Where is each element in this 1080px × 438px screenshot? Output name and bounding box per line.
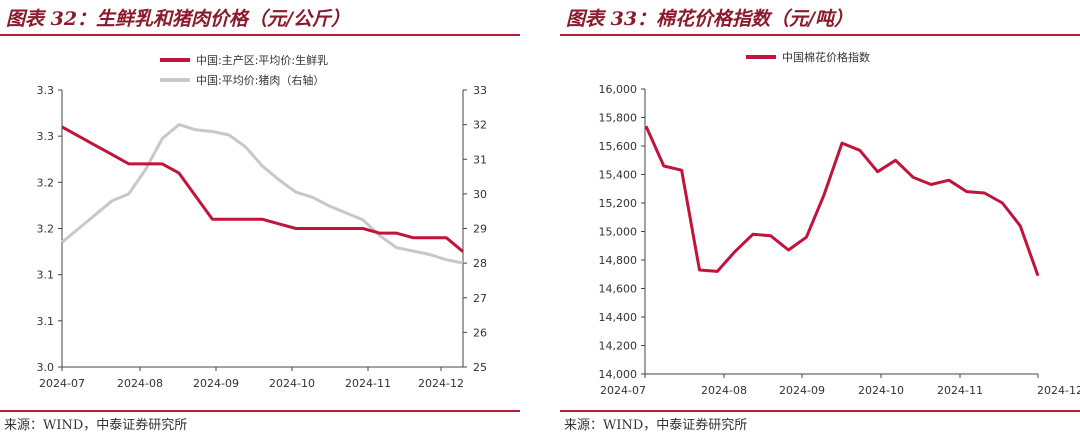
x-tick-label: 2024-12 [1037, 384, 1080, 397]
legend-label: 中国:平均价:猪肉（右轴） [196, 73, 324, 87]
y-left-tick-label: 3.2 [37, 223, 55, 236]
x-tick-label: 2024-11 [345, 377, 391, 390]
y-tick-label: 14,800 [599, 254, 638, 267]
title-divider [560, 34, 1080, 36]
y-right-tick-label: 31 [473, 153, 487, 166]
chart-panel-right: 图表 33：棉花价格指数（元/吨） 16,000 15,800 15,600 15,4… [560, 0, 1080, 438]
x-tick-label: 2024-10 [269, 377, 315, 390]
x-tick-label: 2024-11 [937, 384, 983, 397]
chart-panel-left: 图表 32：生鲜乳和猪肉价格（元/公斤） 3.3 3.3 3.2 3.2 3.1 3.1 3… [0, 0, 530, 438]
chart-title: 图表 33：棉花价格指数（元/吨） [566, 8, 853, 30]
y-tick-label: 15,600 [599, 140, 638, 153]
cotton-price-index-chart: 16,000 15,800 15,600 15,400 15,200 15,000 14,8… [599, 50, 1080, 397]
source-note: 来源：WIND，中泰证券研究所 [564, 418, 748, 433]
y-right-tick-label: 25 [473, 361, 487, 374]
y-left-tick-label: 3.2 [37, 176, 55, 189]
source-divider [0, 410, 520, 412]
source-note: 来源：WIND，中泰证券研究所 [4, 418, 188, 433]
y-right-tick-label: 32 [473, 119, 487, 132]
series-line-pork [61, 123, 464, 265]
y-left-tick-label: 3.3 [37, 130, 55, 143]
x-tick-label: 2024-08 [117, 377, 163, 390]
y-right-tick-label: 29 [473, 223, 487, 236]
x-tick-label: 2024-10 [858, 384, 904, 397]
title-divider [0, 34, 520, 36]
y-left-tick-label: 3.0 [37, 361, 55, 374]
legend-label: 中国棉花价格指数 [782, 50, 870, 64]
y-tick-label: 14,000 [599, 368, 638, 381]
y-tick-label: 14,400 [599, 311, 638, 324]
source-divider [560, 410, 1080, 412]
y-right-tick-label: 30 [473, 188, 487, 201]
y-left-tick-label: 3.1 [37, 269, 55, 282]
x-tick-label: 2024-07 [39, 377, 85, 390]
y-tick-label: 14,200 [599, 340, 638, 353]
milk-pork-price-chart: 3.3 3.3 3.2 3.2 3.1 3.1 3.0 33 32 31 30 29 28 27 26 25 2… [37, 53, 488, 390]
y-tick-label: 15,200 [599, 197, 638, 210]
y-right-tick-label: 26 [473, 326, 487, 339]
x-tick-label: 2024-07 [600, 384, 646, 397]
x-tick-label: 2024-09 [779, 384, 825, 397]
y-right-tick-label: 28 [473, 257, 487, 270]
y-tick-label: 14,600 [599, 283, 638, 296]
y-tick-label: 15,000 [599, 226, 638, 239]
x-tick-label: 2024-08 [701, 384, 747, 397]
x-tick-label: 2024-12 [418, 377, 464, 390]
series-line-milk [61, 125, 464, 253]
y-tick-label: 15,400 [599, 169, 638, 182]
chart-title: 图表 32：生鲜乳和猪肉价格（元/公斤） [6, 8, 350, 30]
x-tick-label: 2024-09 [193, 377, 239, 390]
y-right-tick-label: 27 [473, 292, 487, 305]
legend-label: 中国:主产区:平均价:生鲜乳 [196, 53, 328, 67]
y-tick-label: 15,800 [599, 112, 638, 125]
y-left-tick-label: 3.1 [37, 315, 55, 328]
series-line-cotton [644, 125, 1040, 277]
y-tick-label: 16,000 [599, 83, 638, 96]
y-right-tick-label: 33 [473, 84, 487, 97]
y-left-tick-label: 3.3 [37, 84, 55, 97]
